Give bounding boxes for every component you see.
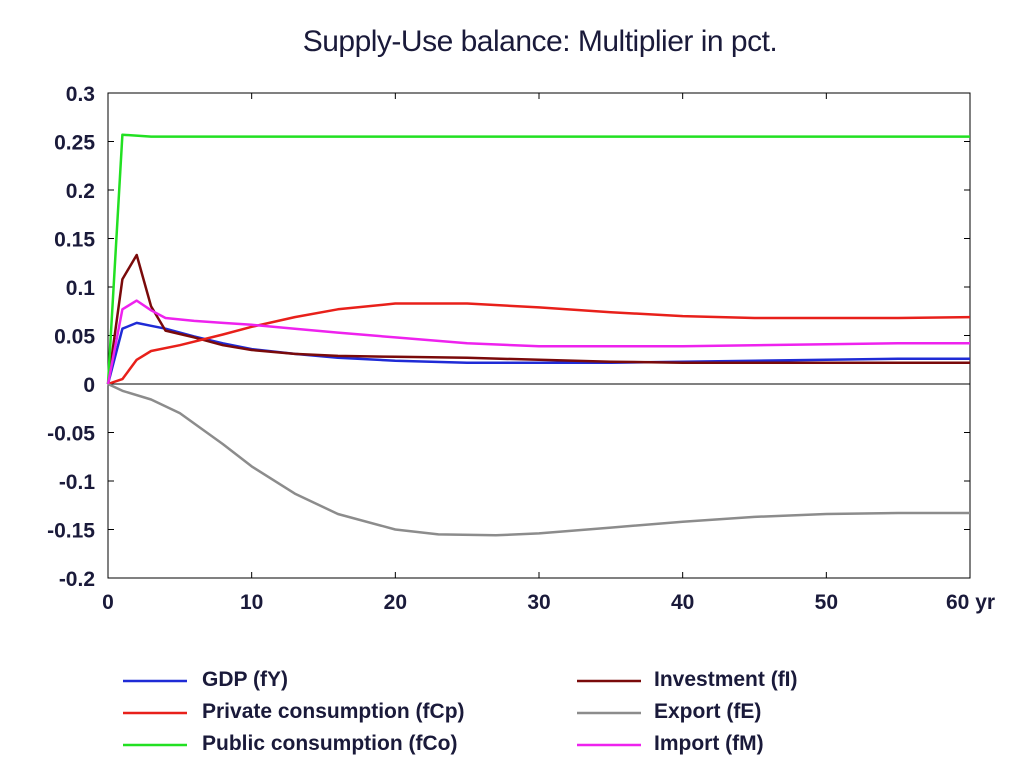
y-tick-label: 0.25 (54, 132, 95, 155)
series-line-3 (107, 382, 970, 537)
y-tick-label: -0.15 (47, 520, 95, 543)
legend: GDP (fY) Private consumption (fCp) Public … (123, 668, 798, 755)
legend-label-5: Import (fM) (654, 732, 764, 755)
legend-label-3: Export (fE) (654, 700, 761, 723)
y-tick-label: 0 (83, 374, 95, 397)
y-tick-label: 0.2 (66, 180, 95, 203)
y-tick-label: -0.1 (59, 471, 96, 494)
y-tick-label: 0.05 (54, 326, 95, 349)
legend-label-0: GDP (fY) (202, 668, 288, 691)
x-tick-label: 10 (240, 591, 263, 614)
plot-border (107, 92, 971, 579)
x-tick-label: 30 (527, 591, 550, 614)
legend-label-2: Private consumption (fCp) (202, 700, 465, 723)
series-line-2 (107, 302, 971, 386)
series-line-4 (106, 133, 970, 385)
y-tick-label: -0.2 (59, 568, 95, 591)
legend-label-1: Investment (fI) (654, 668, 798, 691)
y-axis-ticks: -0.2 -0.15 -0.1 -0.05 0 0.05 0.1 0.15 0.2 0.25 0.3 (47, 83, 970, 591)
y-tick-label: 0.3 (66, 83, 95, 106)
series-lines (106, 133, 971, 537)
y-tick-label: 0.15 (54, 229, 95, 252)
x-tick-label: 20 (384, 591, 407, 614)
series-line-5 (106, 299, 970, 385)
x-axis-ticks: 0 10 20 30 40 50 60 yr (102, 93, 995, 614)
x-tick-label: 40 (671, 591, 694, 614)
chart-title: Supply-Use balance: Multiplier in pct. (303, 25, 778, 58)
legend-label-4: Public consumption (fCo) (202, 732, 457, 755)
series-line-1 (106, 253, 970, 385)
series-line-0 (106, 321, 970, 385)
x-tick-label: 0 (102, 591, 114, 614)
x-tick-label: 50 (815, 591, 838, 614)
plot-frame (107, 92, 971, 579)
x-tick-label: 60 yr (946, 591, 995, 614)
y-tick-label: 0.1 (66, 277, 96, 300)
y-tick-label: -0.05 (47, 423, 95, 446)
